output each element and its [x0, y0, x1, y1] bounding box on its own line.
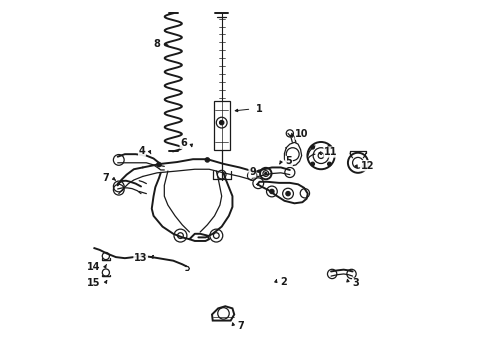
Text: 4: 4: [139, 146, 146, 156]
Text: 5: 5: [286, 156, 292, 166]
Circle shape: [286, 192, 290, 196]
Circle shape: [265, 172, 267, 175]
Text: 6: 6: [180, 139, 187, 148]
Text: 7: 7: [238, 321, 245, 331]
Text: 7: 7: [102, 173, 109, 183]
Circle shape: [157, 162, 161, 167]
Text: 8: 8: [154, 40, 161, 49]
Circle shape: [328, 162, 331, 166]
Text: 11: 11: [324, 147, 338, 157]
Text: 15: 15: [87, 278, 101, 288]
Circle shape: [311, 145, 315, 149]
Circle shape: [328, 145, 331, 149]
Text: 9: 9: [249, 167, 256, 177]
Text: 3: 3: [353, 278, 359, 288]
Text: 14: 14: [87, 262, 101, 272]
Circle shape: [270, 189, 274, 194]
Text: 1: 1: [256, 104, 263, 114]
Text: 2: 2: [280, 277, 287, 287]
Circle shape: [205, 158, 210, 162]
Text: 12: 12: [361, 161, 374, 171]
Text: 13: 13: [134, 253, 147, 263]
Circle shape: [220, 121, 224, 125]
Text: 10: 10: [295, 129, 309, 139]
Circle shape: [311, 162, 315, 166]
